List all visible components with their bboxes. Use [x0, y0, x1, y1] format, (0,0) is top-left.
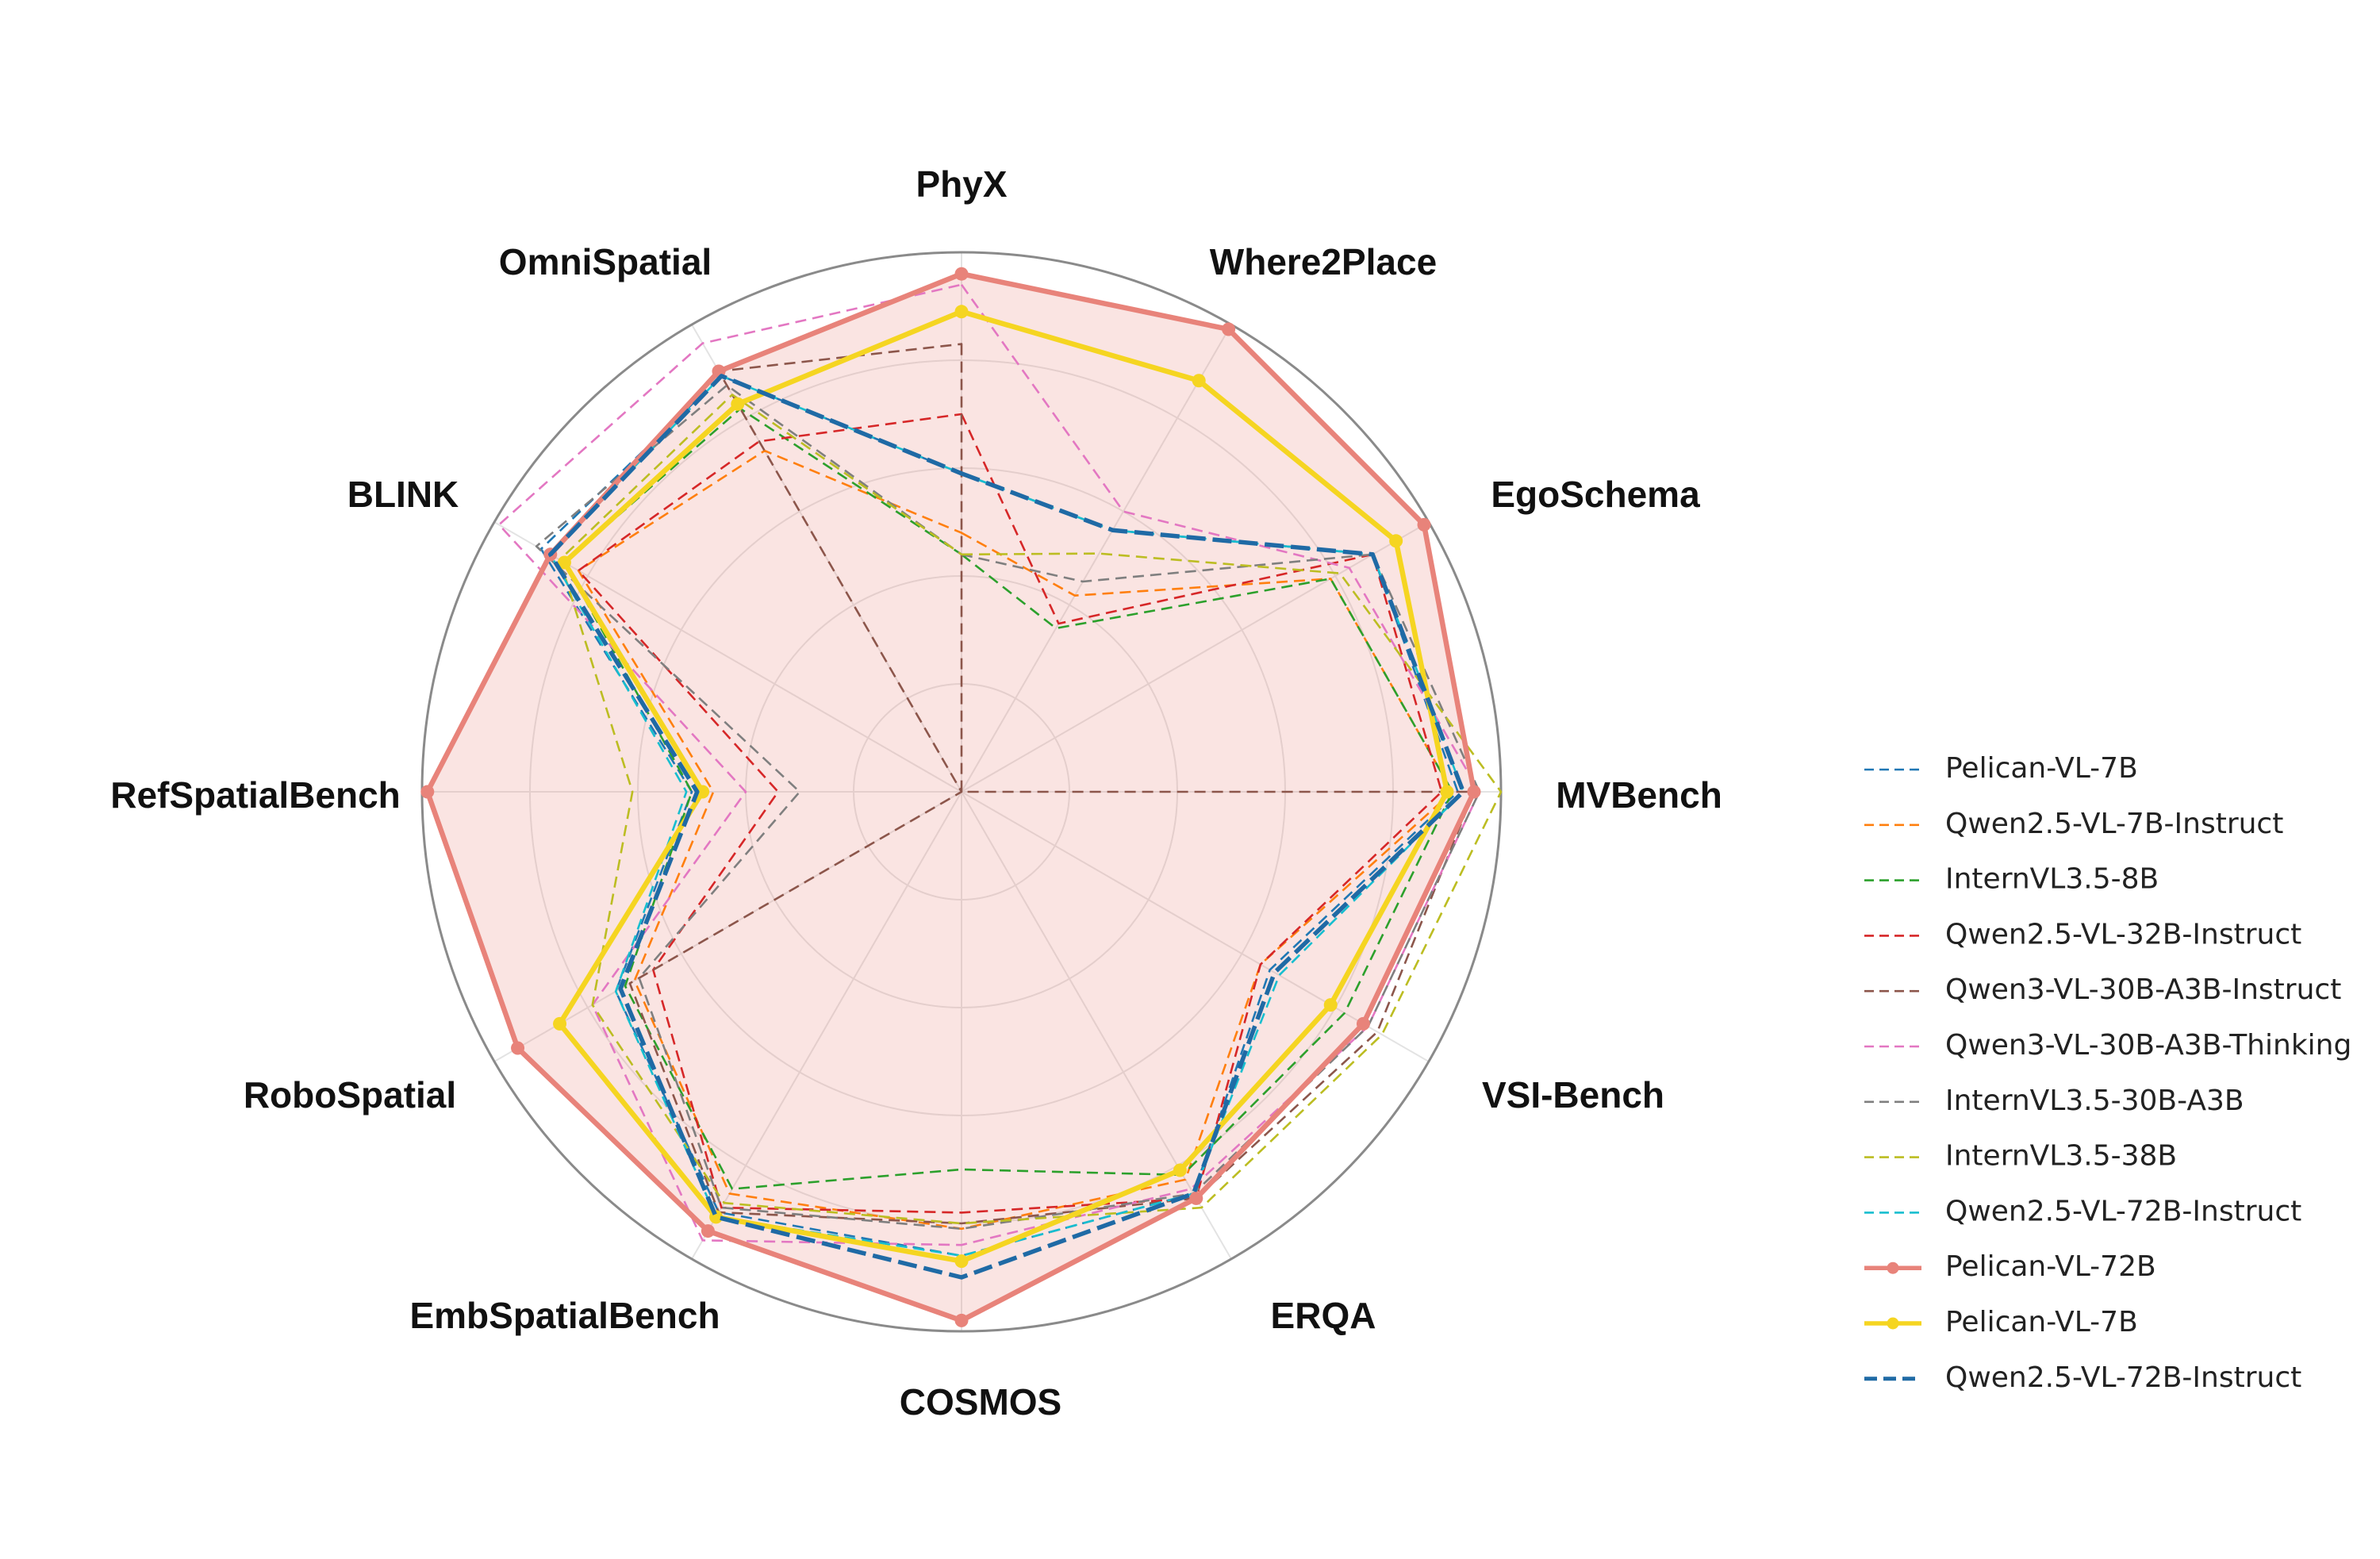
legend-label-8: InternVL3.5-38B	[1945, 1140, 2177, 1173]
axis-label-9: RoboSpatial	[244, 1074, 456, 1115]
legend-label-1: Pelican-VL-7B	[1945, 752, 2138, 785]
legend-entry-8[interactable]: InternVL3.5-38B	[1864, 1140, 2177, 1173]
legend-label-12: Qwen2.5-VL-72B-Instruct	[1945, 1361, 2301, 1394]
series-line-4	[577, 413, 1443, 1214]
grid-spoke-3	[961, 521, 1430, 793]
legend-entry-10[interactable]: Pelican-VL-72B	[1864, 1250, 2156, 1283]
legend-label-4: Qwen2.5-VL-32B-Instruct	[1945, 918, 2301, 950]
legend-marker-10	[1887, 1261, 1899, 1274]
series-10-point-6	[1189, 1191, 1203, 1205]
series-10-point-9	[511, 1041, 525, 1055]
series-10-point-7	[954, 1313, 969, 1327]
series-11-point-11	[557, 555, 571, 570]
axis-label-11: BLINK	[347, 474, 459, 515]
radar-series	[420, 267, 1503, 1327]
legend-entry-6[interactable]: Qwen3-VL-30B-A3B-Thinking	[1864, 1029, 2351, 1062]
series-4	[577, 413, 1443, 1214]
axis-label-2: Where2Place	[1210, 241, 1437, 282]
legend-entry-9[interactable]: Qwen2.5-VL-72B-Instruct	[1864, 1195, 2301, 1227]
grid-spoke-11	[493, 521, 962, 793]
legend-label-11: Pelican-VL-7B	[1945, 1306, 2138, 1338]
series-line-7	[535, 384, 1481, 1231]
series-11-point-6	[1173, 1163, 1187, 1177]
legend-label-6: Qwen3-VL-30B-A3B-Thinking	[1945, 1029, 2351, 1062]
grid-spoke-5	[961, 791, 1430, 1062]
series-11-point-7	[954, 1254, 969, 1269]
axis-label-5: VSI-Bench	[1482, 1074, 1664, 1115]
series-12	[548, 374, 1466, 1280]
legend-entry-4[interactable]: Qwen2.5-VL-32B-Instruct	[1864, 918, 2301, 950]
grid-spoke-6	[961, 791, 1232, 1260]
legend-entry-5[interactable]: Qwen3-VL-30B-A3B-Instruct	[1864, 973, 2341, 1006]
axis-label-8: EmbSpatialBench	[409, 1295, 720, 1336]
legend-entry-12[interactable]: Qwen2.5-VL-72B-Instruct	[1864, 1361, 2301, 1394]
legend-entry-2[interactable]: Qwen2.5-VL-7B-Instruct	[1864, 808, 2283, 840]
legend-entry-11[interactable]: Pelican-VL-7B	[1864, 1306, 2138, 1338]
chart-legend: Pelican-VL-7B Qwen2.5-VL-7B-Instruct Inter…	[1864, 752, 2351, 1394]
series-10-point-5	[1356, 1016, 1370, 1031]
series-5	[628, 343, 1476, 1225]
series-10-point-4	[1467, 785, 1481, 799]
series-11-point-9	[553, 1016, 567, 1031]
series-11-point-2	[1192, 374, 1206, 388]
series-11-point-5	[1323, 998, 1338, 1012]
axis-label-7: COSMOS	[900, 1381, 1061, 1423]
legend-label-7: InternVL3.5-30B-A3B	[1945, 1085, 2244, 1117]
series-2	[577, 449, 1454, 1231]
series-11-point-1	[954, 305, 969, 319]
series-11	[553, 305, 1454, 1269]
series-line-12	[548, 374, 1466, 1280]
grid-spoke-8	[691, 791, 962, 1260]
series-11-point-12	[731, 397, 745, 411]
legend-label-5: Qwen3-VL-30B-A3B-Instruct	[1945, 973, 2341, 1006]
legend-entry-7[interactable]: InternVL3.5-30B-A3B	[1864, 1085, 2244, 1117]
series-10-point-1	[954, 267, 969, 281]
radar-axis-labels: PhyX Where2Place EgoSchema MVBench VSI-Bench…	[110, 163, 1722, 1423]
legend-entry-3[interactable]: InternVL3.5-8B	[1864, 863, 2159, 896]
series-line-6	[497, 283, 1481, 1246]
legend-label-9: Qwen2.5-VL-72B-Instruct	[1945, 1195, 2301, 1227]
axis-label-10: RefSpatialBench	[110, 774, 401, 816]
series-7	[535, 384, 1481, 1231]
grid-spoke-2	[961, 324, 1232, 793]
series-10-point-8	[701, 1224, 715, 1238]
series-10-point-2	[1222, 322, 1236, 336]
legend-label-3: InternVL3.5-8B	[1945, 863, 2159, 896]
series-6	[497, 283, 1481, 1246]
legend-marker-11	[1887, 1317, 1899, 1330]
series-10-point-10	[420, 785, 435, 799]
series-11-point-4	[1440, 785, 1454, 799]
series-line-5	[628, 343, 1476, 1225]
axis-label-1: PhyX	[916, 163, 1007, 205]
axis-label-6: ERQA	[1271, 1295, 1376, 1336]
legend-entry-1[interactable]: Pelican-VL-7B	[1864, 752, 2138, 785]
legend-label-10: Pelican-VL-72B	[1945, 1250, 2156, 1283]
series-line-2	[577, 449, 1454, 1231]
series-fill-10	[427, 274, 1474, 1321]
series-11-point-10	[696, 785, 710, 799]
axis-label-4: MVBench	[1556, 774, 1722, 816]
series-11-point-3	[1389, 534, 1403, 548]
axis-label-12: OmniSpatial	[499, 241, 712, 282]
series-10-point-3	[1417, 517, 1431, 532]
axis-label-3: EgoSchema	[1491, 474, 1700, 515]
legend-label-2: Qwen2.5-VL-7B-Instruct	[1945, 808, 2283, 840]
